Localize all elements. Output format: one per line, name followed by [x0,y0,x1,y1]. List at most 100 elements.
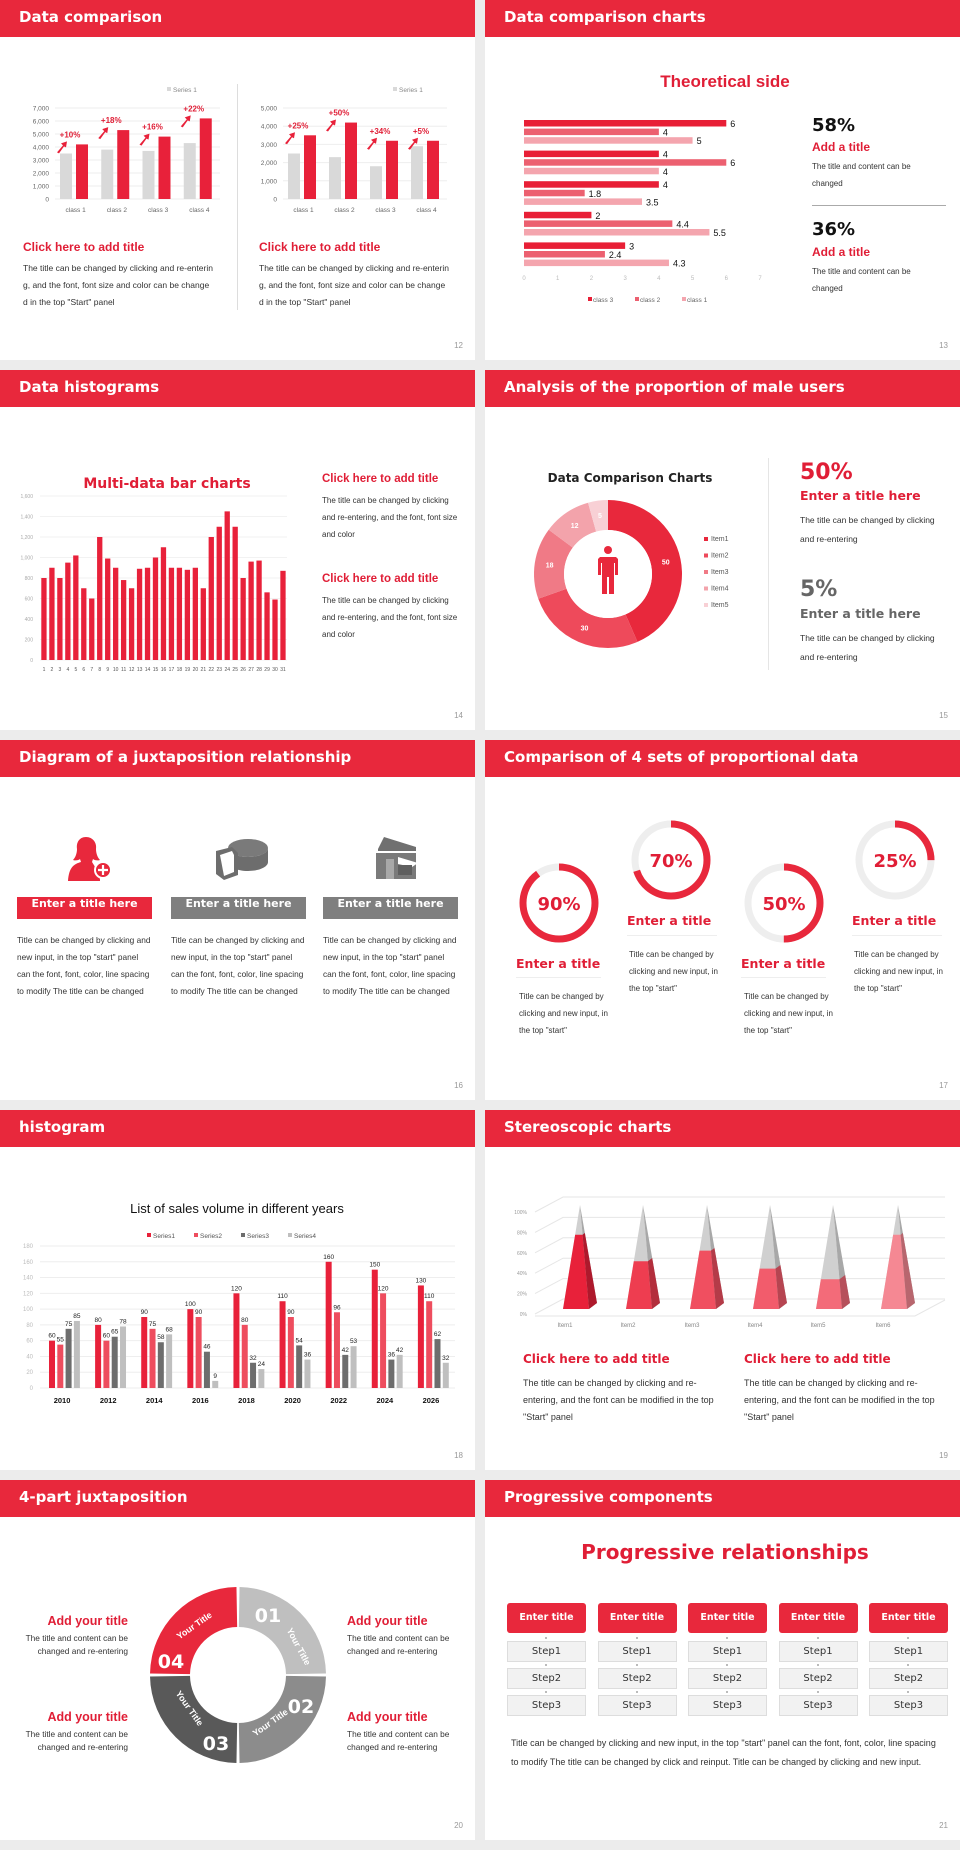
block-title: Click here to add title [322,473,439,485]
legend-label: Item5 [711,602,729,609]
y-tick-label: 2,000 [261,160,278,167]
growth-label: +10% [60,130,81,139]
y-tick-label: 160 [23,1260,34,1266]
bar-series-1 [60,153,72,199]
stat-title: Enter a title here [800,488,921,503]
data-label: 90 [195,1309,203,1316]
bar-Series4 [350,1346,357,1388]
progress-rings: 90% 70% 50% 25% [519,820,935,943]
bar-series-1 [288,153,300,199]
data-label: 5.5 [713,228,726,238]
stat-value: 5% [800,577,838,602]
bar-series-2 [386,140,398,199]
horizontal-bar-chart: 0 1 2 3 4 5 6 7 6 4 5 4 6 4 4 1.8 3.5 2 4.4 5.5 3 2.4 4.3 class… [522,119,762,304]
bar-series-1 [183,143,196,199]
x-category-label: 2020 [284,1396,301,1405]
bar [248,561,254,660]
y-tick-label: 0 [45,197,49,204]
x-tick-label: 18 [177,667,183,673]
pyramid-side [710,1248,724,1309]
bar [160,547,167,660]
arrow-icon [57,141,67,154]
segment-number: 04 [158,1651,184,1673]
data-label: 3 [629,241,634,251]
y-tick-label: 120 [23,1291,34,1297]
divider [627,935,717,936]
slide-header: Diagram of a juxtaposition relationship [0,740,475,777]
heading: Progressive relationships [581,1540,869,1564]
x-tick-label: 5 [691,276,695,282]
gridline [534,1257,945,1274]
data-label: 3.5 [646,197,659,207]
x-tick-label: 8 [98,667,101,673]
slide-15[interactable]: Analysis of the proportion of male users… [485,370,960,730]
bar-Series4 [73,1320,80,1388]
slide-14[interactable]: Data histograms Multi-data bar charts 0 20… [0,370,475,730]
pyramid-side [839,1275,850,1309]
left-title: Click here to add title [23,240,145,254]
y-tick-label: 140 [23,1276,34,1282]
page-number: 15 [939,711,948,720]
slide-13[interactable]: Data comparison charts Theoretical side … [485,0,960,360]
legend-label: class 3 [593,297,614,304]
slide-header: Data comparison charts [485,0,960,37]
slide-18[interactable]: histogram List of sales volume in differ… [0,1110,475,1470]
column-title-bar: Enter a title here [171,897,306,919]
bar [65,562,71,660]
x-tick-label: 2 [51,667,54,673]
bar-Series1 [417,1285,424,1388]
bar [240,578,246,660]
x-category-label: 2012 [100,1396,117,1405]
slide-20[interactable]: 4-part juxtaposition 01 Your Title 02 Your … [0,1480,475,1840]
gridline [534,1237,945,1254]
y-tick-label: 3,000 [33,158,50,165]
x-category-label: Item1 [557,1323,573,1329]
bar-class-2 [524,220,673,227]
y-tick-label: 600 [25,597,34,603]
divider [852,935,942,936]
arrow-icon [408,137,418,150]
connector-dot [635,1664,638,1666]
bar-Series1 [371,1269,378,1388]
x-tick-label: 21 [201,667,207,673]
cycle-segment [238,1675,326,1763]
growth-label: +18% [101,116,122,125]
legend-label: class 1 [687,297,708,304]
slide-17[interactable]: Comparison of 4 sets of proportional dat… [485,740,960,1100]
page-number: 16 [454,1081,463,1090]
data-label: 100 [185,1301,196,1308]
data-label: 54 [296,1337,304,1344]
ring-body: Title can be changed by clicking and new… [519,992,608,1035]
y-tick-label: 7,000 [33,106,50,113]
column-title-bar: Enter a title here [323,897,458,919]
data-label: 24 [258,1361,266,1368]
data-label: 46 [203,1344,211,1351]
y-tick-label: 20% [517,1292,528,1298]
data-label: 32 [249,1355,257,1362]
bar-class-2 [524,189,585,197]
step-box: Step1 [688,1641,767,1662]
slide-12[interactable]: Data comparison 0 1,000 2,000 3,000 4,000 5,0… [0,0,475,360]
y-tick-label: 2,000 [33,171,50,178]
slide-16[interactable]: Diagram of a juxtaposition relationship … [0,740,475,1100]
legend-label: Series3 [247,1233,269,1240]
slide-header: Progressive components [485,1480,960,1517]
x-tick-label: 1 [43,667,46,673]
chart-title: Data Comparison Charts [548,471,713,485]
stat-value: 58% [812,115,856,136]
slide-19[interactable]: Stereoscopic charts 0% 20% 40% 60% 80% 100% It… [485,1110,960,1470]
growth-label: +34% [370,127,391,136]
connector-dot [635,1691,638,1693]
x-category-label: class 2 [334,207,355,214]
slice-label: 12 [571,523,579,530]
slide-21[interactable]: Progressive components Progressive relat… [485,1480,960,1840]
growth-label: +16% [142,123,163,132]
bar-Series4 [304,1359,311,1388]
bar [144,567,151,660]
bar [57,578,63,660]
gridline [534,1196,945,1213]
ring-percent-label: 50% [762,894,805,915]
connector-dot [816,1637,819,1639]
divider [812,205,946,206]
bar-class-1 [524,137,693,144]
